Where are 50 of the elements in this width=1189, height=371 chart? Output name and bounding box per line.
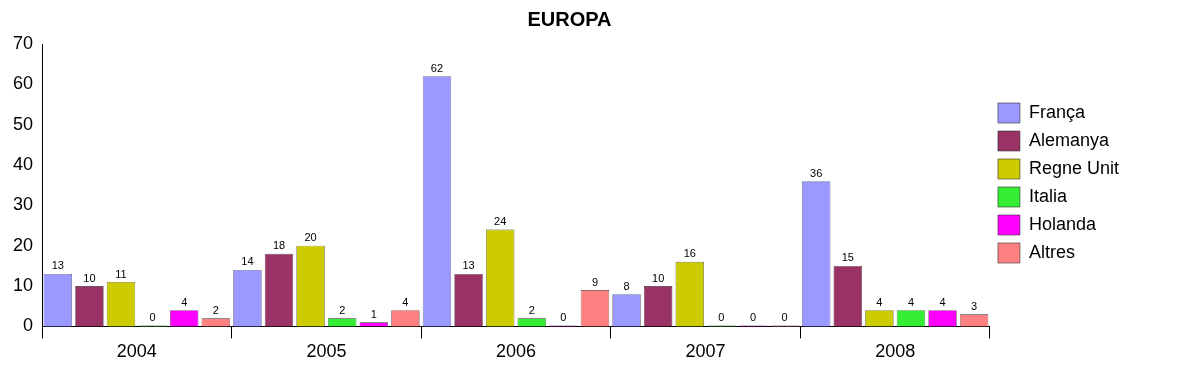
data-label: 0 <box>560 310 567 323</box>
data-label: 4 <box>181 295 188 308</box>
y-tick-label: 50 <box>12 113 34 134</box>
legend-label: França <box>1028 101 1086 122</box>
data-label: 0 <box>718 310 725 323</box>
legend-label: Altres <box>1028 241 1075 262</box>
y-tick-label: 40 <box>12 154 34 174</box>
x-tick-label: 2008 <box>875 341 916 362</box>
x-tick-label: 2006 <box>495 341 537 362</box>
data-label: 24 <box>494 215 507 228</box>
legend-label: Regne Unit <box>1028 157 1120 178</box>
data-label: 10 <box>652 271 665 284</box>
data-label: 4 <box>907 295 915 308</box>
data-label: 9 <box>591 275 599 288</box>
x-tick-label: 2007 <box>685 341 726 362</box>
y-tick-label: 60 <box>12 73 34 94</box>
data-label: 36 <box>810 166 823 179</box>
data-label: 3 <box>971 299 978 312</box>
data-label: 13 <box>51 259 64 272</box>
data-label: 2 <box>212 303 219 316</box>
x-tick-label: 2004 <box>116 341 157 362</box>
data-label: 4 <box>402 295 409 308</box>
data-label: 20 <box>304 231 317 244</box>
data-label: 15 <box>841 251 854 264</box>
data-label: 14 <box>241 255 254 268</box>
data-label: 62 <box>430 61 444 74</box>
data-label: 2 <box>528 303 535 316</box>
data-label: 4 <box>939 295 946 308</box>
y-tick-label: 30 <box>12 194 34 215</box>
y-tick-label: 70 <box>12 32 34 53</box>
data-label: 2 <box>339 303 346 316</box>
data-label: 1 <box>370 307 377 320</box>
data-label: 16 <box>683 247 696 260</box>
data-label: 0 <box>781 310 788 323</box>
data-label: 4 <box>876 295 883 308</box>
legend-label: Italia <box>1028 185 1068 206</box>
data-label: 18 <box>272 239 286 252</box>
data-label: 13 <box>462 259 475 272</box>
y-tick-label: 10 <box>12 275 34 296</box>
legend-label: Alemanya <box>1028 129 1110 150</box>
data-label: 0 <box>149 310 156 323</box>
y-tick-label: 20 <box>12 234 34 255</box>
chart-title: EUROPA <box>527 7 612 30</box>
data-label: 0 <box>749 310 757 323</box>
legend-label: Holanda <box>1028 213 1097 234</box>
x-tick-label: 2005 <box>306 341 347 362</box>
data-label: 8 <box>623 279 630 292</box>
y-tick-label: 0 <box>23 315 34 336</box>
data-label: 11 <box>115 267 127 280</box>
data-label: 10 <box>83 271 96 284</box>
